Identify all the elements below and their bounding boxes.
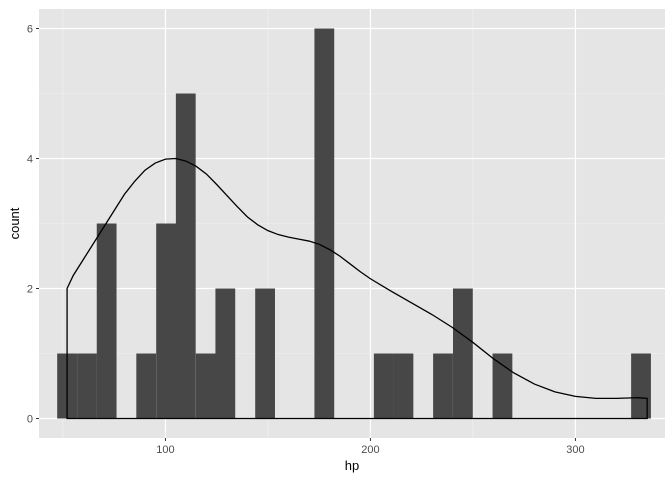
histogram-bar xyxy=(96,223,117,419)
y-axis-title: count xyxy=(7,207,22,239)
histogram-bar xyxy=(631,353,651,419)
histogram-bar xyxy=(175,93,196,419)
histogram-bar xyxy=(156,223,176,419)
density-curve xyxy=(66,157,648,420)
histogram-bar xyxy=(314,28,335,419)
x-tick-label: 200 xyxy=(361,444,379,456)
histogram-bars xyxy=(57,28,651,419)
histogram-bar xyxy=(492,353,513,419)
y-tick-label: 6 xyxy=(27,24,33,36)
x-tick-label: 300 xyxy=(566,444,584,456)
y-tick-label: 4 xyxy=(27,154,33,166)
y-tick-label: 0 xyxy=(27,414,33,426)
histogram-bar xyxy=(433,353,453,419)
x-axis-title: hp xyxy=(345,458,359,473)
x-tick-label: 100 xyxy=(156,444,174,456)
density-curve-group xyxy=(66,157,648,420)
histogram-bar xyxy=(373,353,394,419)
histogram-bar xyxy=(215,288,236,419)
histogram-bar xyxy=(452,288,473,419)
y-tick-label: 2 xyxy=(27,284,33,296)
histogram-bar xyxy=(77,353,97,419)
histogram-bar xyxy=(195,353,216,419)
histogram-bar xyxy=(393,353,414,419)
axes: 0 2 4 6 100 200 300 xyxy=(27,24,585,457)
histogram-bar xyxy=(255,288,275,419)
histogram-bar xyxy=(136,353,157,419)
